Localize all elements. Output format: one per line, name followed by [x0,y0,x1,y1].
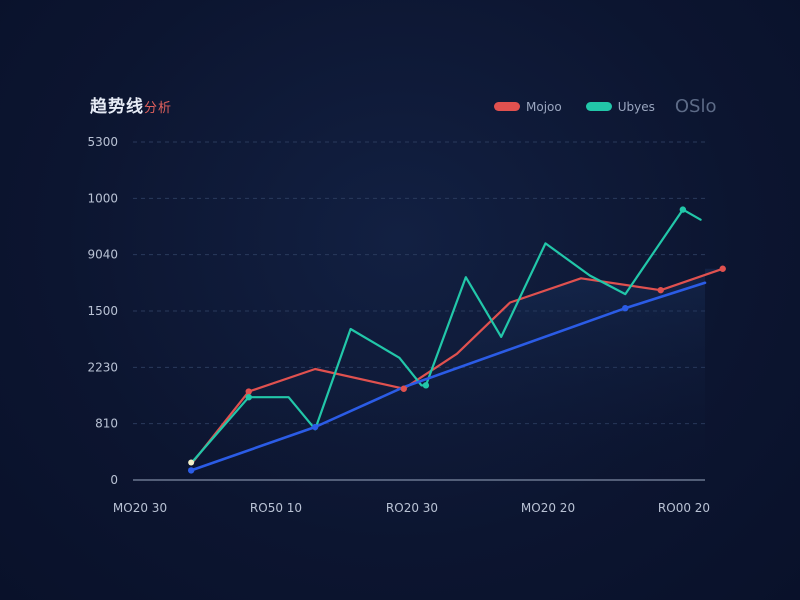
data-point[interactable] [245,393,252,401]
data-point[interactable] [657,286,664,294]
chart-title-main: 趋势线 [90,97,144,117]
data-point[interactable] [622,304,629,312]
legend-swatch-teal [585,102,612,111]
chart-legend: Mojoo Ubyes OSlo [494,96,716,117]
legend-item-mojoo[interactable]: Mojoo [494,100,562,114]
series-points [187,206,726,474]
series-line-mojoo [190,267,724,466]
x-tick-label: RO00 20 [658,501,710,515]
y-tick-label: 1500 [87,304,118,318]
data-point[interactable] [719,265,726,272]
data-point[interactable] [422,382,430,389]
y-tick-label: 2230 [87,360,118,374]
data-point[interactable] [245,388,252,395]
legend-label-ubyes: Ubyes [617,99,655,114]
chart-title: 趋势线分析 [90,92,172,117]
y-tick-label: 5300 [87,135,118,149]
legend-extra-label: OSlo [674,96,717,117]
x-tick-label: RO50 10 [250,501,302,515]
x-tick-label: RO20 30 [386,501,438,515]
data-point[interactable] [187,467,195,474]
chart-title-suffix: 分析 [144,101,173,116]
y-tick-label: 810 [95,417,118,431]
start-point [188,459,195,466]
x-tick-label: MO20 20 [521,501,575,515]
y-tick-label: 0 [110,473,118,487]
axes: 0 810 2230 1500 9040 1000 5300 MO20 30 RO50 10 RO… [87,135,710,515]
y-tick-label: 1000 [87,191,118,205]
legend-swatch-red [494,102,520,111]
y-tick-label: 9040 [87,248,118,262]
legend-item-ubyes[interactable]: Ubyes [585,99,655,114]
legend-label-mojoo: Mojoo [526,99,562,114]
data-point[interactable] [400,385,407,392]
data-point[interactable] [679,206,687,213]
x-tick-label: MO20 30 [113,501,167,515]
data-point[interactable] [311,423,319,431]
